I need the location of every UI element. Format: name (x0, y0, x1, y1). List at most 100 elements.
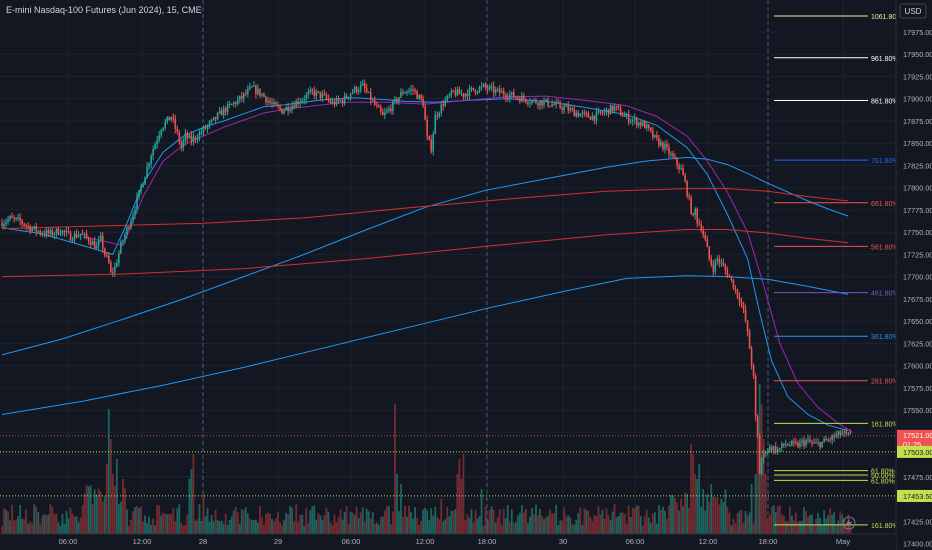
candle (220, 110, 223, 116)
candle (680, 168, 682, 170)
flash-icon[interactable] (842, 516, 856, 530)
volume-bar (795, 512, 797, 534)
volume-bar (41, 515, 44, 534)
candle (700, 224, 703, 231)
candle (114, 266, 116, 273)
candle (452, 90, 455, 92)
volume-bar (271, 518, 273, 534)
candle (309, 89, 312, 93)
candle (253, 85, 255, 87)
candle (39, 231, 42, 234)
candle (766, 451, 769, 454)
candle (138, 190, 140, 197)
time-axis[interactable]: 06:00 12:00 28 29 06:00 12:00 18:00 30 06:00 12:0… (0, 533, 896, 550)
volume-bar (218, 521, 221, 534)
currency-button[interactable] (899, 3, 927, 19)
volume-bar (408, 505, 410, 534)
candle (426, 119, 428, 137)
candle (462, 93, 465, 97)
candle (678, 164, 680, 170)
volume-bar (799, 520, 801, 534)
candle (367, 91, 370, 93)
volume-bar (494, 522, 497, 534)
volume-bar (103, 496, 106, 534)
volume-bar (553, 513, 556, 534)
candle (543, 100, 545, 106)
candle (134, 209, 136, 215)
volume-bar (206, 507, 209, 534)
volume-bar (764, 474, 767, 534)
volume-bar (126, 509, 128, 534)
volume-bar (845, 524, 848, 534)
candle (95, 245, 98, 249)
candle (373, 100, 376, 105)
volume-bar (371, 512, 374, 534)
candle (188, 135, 191, 139)
volume-bar (144, 515, 146, 534)
time-tick-label: 06:00 (342, 537, 361, 546)
candle (136, 196, 138, 210)
volume-bar (704, 510, 707, 534)
volume-bar (518, 512, 521, 534)
volume-bar (134, 507, 136, 534)
volume-bar (347, 523, 350, 534)
candle (176, 128, 179, 132)
candle (829, 439, 831, 441)
candle (408, 90, 410, 92)
candle (819, 442, 821, 448)
volume-bar (73, 516, 76, 534)
price-tick-label: 17550.00 (903, 406, 932, 415)
candle (758, 435, 761, 474)
candle (748, 331, 751, 349)
candle (750, 348, 753, 366)
candle (434, 114, 437, 134)
candle (343, 95, 346, 104)
volume-bar (132, 511, 134, 534)
volume-bar (51, 506, 54, 534)
candle (662, 142, 664, 150)
volume-bar (242, 510, 245, 534)
volume-bar (664, 510, 666, 534)
candle (295, 101, 297, 108)
candle (307, 92, 310, 95)
candle (486, 87, 489, 90)
candle (510, 92, 513, 95)
candle (234, 102, 237, 105)
candle (478, 86, 481, 92)
candle (521, 95, 523, 102)
candle (319, 91, 322, 98)
candle (515, 97, 517, 99)
candle (186, 133, 189, 139)
candle (450, 90, 453, 96)
volume-bar (160, 515, 163, 534)
candle (770, 446, 773, 451)
volume-bar (53, 514, 56, 534)
candle (746, 321, 749, 332)
candle (837, 431, 840, 435)
volume-bar (369, 518, 372, 534)
candle (83, 233, 86, 235)
volume-bar (418, 524, 421, 534)
volume-bar (752, 523, 755, 534)
volume-bar (615, 517, 618, 534)
volume-bar (710, 484, 713, 534)
volume-bar (299, 514, 302, 534)
volume-bar (569, 517, 572, 534)
candle (51, 230, 54, 236)
volume-bar (263, 524, 265, 534)
candle (190, 135, 193, 142)
candle (45, 230, 48, 236)
volume-bar (379, 517, 382, 534)
volume-bar (396, 474, 398, 534)
volume-bar (287, 514, 290, 534)
price-axis[interactable]: USD 17975.00 17950.00 17925.00 17900.00 17875… (895, 0, 932, 550)
candle (672, 153, 674, 157)
candle (502, 91, 505, 96)
volume-bar (323, 515, 326, 534)
volume-bar (478, 516, 481, 534)
volume-bar (772, 505, 775, 534)
volume-bar (5, 509, 7, 534)
candle (255, 85, 257, 94)
